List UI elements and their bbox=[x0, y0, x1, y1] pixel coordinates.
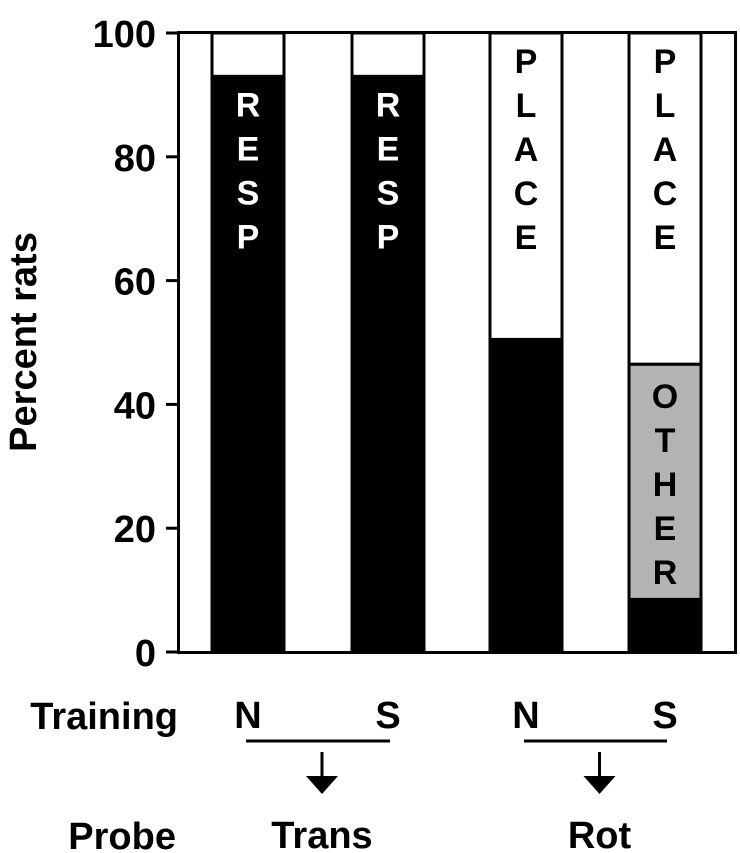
bar-3-black-segment bbox=[488, 337, 564, 654]
group-arrow-head-2 bbox=[583, 776, 616, 794]
bar-labels: R E S P R E S P P L A C E P L A C E O T H E R bbox=[236, 43, 679, 592]
training-label-2: S bbox=[375, 695, 400, 737]
y-tick-label: 40 bbox=[114, 385, 156, 427]
bars bbox=[210, 31, 703, 654]
plot-frame bbox=[177, 31, 737, 654]
probe-label-trans: Trans bbox=[271, 815, 372, 853]
y-axis-ticks: 0 20 40 60 80 100 bbox=[93, 14, 179, 675]
bar-4-white-segment bbox=[627, 31, 703, 366]
training-row-label: Training bbox=[30, 696, 178, 738]
training-label-3: N bbox=[512, 695, 539, 737]
bar-2-black-segment bbox=[350, 74, 426, 654]
bar-1-black-segment bbox=[210, 74, 286, 654]
probe-row-label: Probe bbox=[68, 816, 176, 853]
group-arrow-head-1 bbox=[306, 776, 338, 794]
bar-4-black-segment bbox=[627, 597, 703, 654]
y-axis-label: Percent rats bbox=[3, 232, 45, 452]
y-tick-label: 0 bbox=[135, 633, 156, 675]
probe-groups: Trans Rot bbox=[246, 739, 667, 853]
y-tick-label: 20 bbox=[114, 509, 156, 551]
probe-label-rot: Rot bbox=[568, 815, 632, 853]
training-label-4: S bbox=[652, 695, 677, 737]
training-label-1: N bbox=[234, 695, 261, 737]
bar-2-white-segment bbox=[350, 31, 426, 78]
y-tick-label: 60 bbox=[114, 262, 156, 304]
y-tick-label: 80 bbox=[114, 138, 156, 180]
bar-1-white-segment bbox=[210, 31, 286, 78]
y-tick-label: 100 bbox=[93, 14, 156, 56]
bar-4-gray-segment bbox=[627, 362, 703, 601]
